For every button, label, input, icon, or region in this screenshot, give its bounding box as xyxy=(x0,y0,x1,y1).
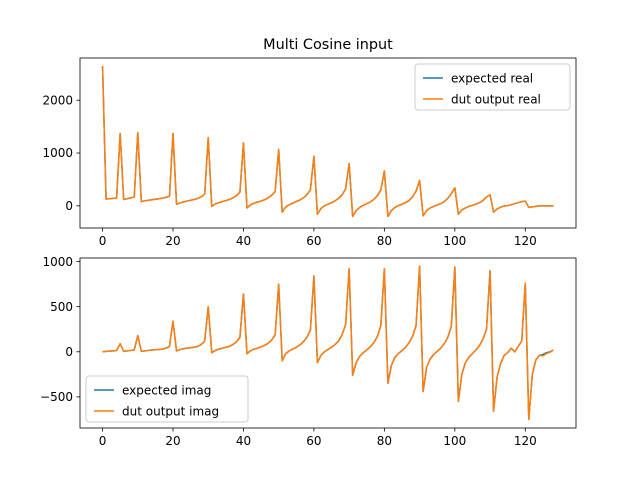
x-tick-label: 40 xyxy=(236,234,251,248)
x-tick-label: 120 xyxy=(514,234,537,248)
y-tick-label: −500 xyxy=(40,390,73,404)
x-tick-label: 0 xyxy=(99,434,107,448)
x-tick-label: 20 xyxy=(165,234,180,248)
legend-label: dut output imag xyxy=(122,404,219,418)
x-tick-label: 20 xyxy=(165,434,180,448)
legend-label: expected real xyxy=(451,71,533,85)
x-tick-label: 80 xyxy=(377,434,392,448)
x-tick-label: 60 xyxy=(306,434,321,448)
axes-frame xyxy=(79,57,577,229)
y-tick-label: 1000 xyxy=(42,146,73,160)
series-line-dut-output-real xyxy=(101,65,554,218)
chart-title: Multi Cosine input xyxy=(263,37,393,53)
panel-imag: 0 20 40 60 80 100 120 −500 0 500 1000 expected imag… xyxy=(40,255,577,448)
y-tick-label: 0 xyxy=(65,345,73,359)
y-tick-label: 500 xyxy=(50,300,73,314)
y-tick-label: 0 xyxy=(65,199,73,213)
x-tick-label: 80 xyxy=(377,234,392,248)
x-tick-label: 120 xyxy=(514,434,537,448)
legend-label: dut output real xyxy=(451,92,541,106)
axes-frame xyxy=(79,257,577,429)
x-tick-label: 40 xyxy=(236,434,251,448)
legend-box xyxy=(414,63,571,111)
y-tick-label: 1000 xyxy=(42,255,73,269)
legend: expected real dut output real xyxy=(414,63,571,111)
panel-real: 0 20 40 60 80 100 120 0 1000 2000 expected real dut… xyxy=(42,57,577,248)
x-tick-label: 100 xyxy=(443,434,466,448)
x-tick-label: 0 xyxy=(99,234,107,248)
series-line-dut-output-imag xyxy=(102,265,554,421)
y-tick-label: 2000 xyxy=(42,93,73,107)
x-tick-label: 100 xyxy=(443,234,466,248)
legend-box xyxy=(85,375,249,423)
x-tick-label: 60 xyxy=(306,234,321,248)
legend-label: expected imag xyxy=(122,383,211,397)
legend: expected imag dut output imag xyxy=(85,375,249,423)
